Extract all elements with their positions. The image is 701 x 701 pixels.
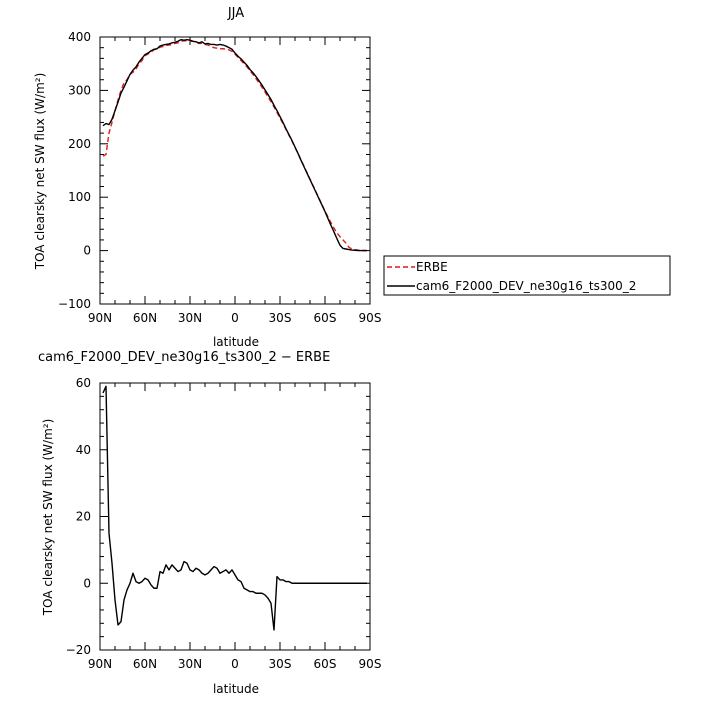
- y-tick-label: 100: [68, 190, 91, 204]
- bottom-chart-title: cam6_F2000_DEV_ne30g16_ts300_2 − ERBE: [38, 350, 330, 365]
- x-tick-label: 90N: [88, 311, 112, 325]
- x-tick-label: 90N: [88, 657, 112, 671]
- y-tick-label: 200: [68, 137, 91, 151]
- legend: ERBE cam6_F2000_DEV_ne30g16_ts300_2: [383, 255, 671, 296]
- bottom-y-axis-label: TOA clearsky net SW flux (W/m²): [41, 419, 55, 617]
- legend-box: [383, 255, 671, 296]
- top-chart-panel: JJA 90N 60N 30N 0 30S 60S 90S −100 0 100 200 300 40…: [33, 6, 381, 349]
- x-tick-label: 60N: [133, 311, 157, 325]
- y-tick-label: 40: [76, 443, 91, 457]
- x-tick-label: 0: [231, 657, 239, 671]
- top-x-tick-labels: 90N 60N 30N 0 30S 60S 90S: [88, 311, 382, 325]
- x-tick-label: 30S: [269, 311, 292, 325]
- top-series-lines: [102, 38, 368, 252]
- bottom-y-tick-labels: −20 0 20 40 60: [66, 376, 91, 657]
- bottom-axis-ticks: [99, 382, 371, 651]
- x-tick-label: 0: [231, 311, 239, 325]
- x-tick-label: 60N: [133, 657, 157, 671]
- top-series-line-1: [102, 38, 367, 252]
- y-tick-label: −20: [66, 643, 91, 657]
- legend-cam6-label: cam6_F2000_DEV_ne30g16_ts300_2: [416, 279, 636, 293]
- y-tick-label: −100: [58, 297, 91, 311]
- x-tick-label: 90S: [359, 311, 382, 325]
- x-tick-label: 90S: [359, 657, 382, 671]
- y-tick-label: 60: [76, 376, 91, 390]
- x-tick-label: 30N: [178, 657, 202, 671]
- bottom-x-axis-label: latitude: [213, 682, 259, 696]
- top-plot-frame: [99, 36, 371, 305]
- bottom-x-tick-labels: 90N 60N 30N 0 30S 60S 90S: [88, 657, 382, 671]
- bottom-chart-panel: cam6_F2000_DEV_ne30g16_ts300_2 − ERBE 90…: [38, 350, 381, 696]
- y-tick-label: 0: [83, 576, 91, 590]
- top-series-line-0: [102, 40, 368, 252]
- y-tick-label: 400: [68, 30, 91, 44]
- x-tick-label: 60S: [314, 657, 337, 671]
- top-y-axis-label: TOA clearsky net SW flux (W/m²): [33, 73, 47, 271]
- legend-erbe-label: ERBE: [416, 260, 448, 274]
- bottom-plot-frame: [99, 382, 371, 651]
- top-y-tick-labels: −100 0 100 200 300 400: [58, 30, 91, 311]
- x-tick-label: 30N: [178, 311, 202, 325]
- y-tick-label: 20: [76, 510, 91, 524]
- top-x-axis-label: latitude: [213, 335, 259, 349]
- y-tick-label: 0: [83, 244, 91, 258]
- y-tick-label: 300: [68, 83, 91, 97]
- x-tick-label: 30S: [269, 657, 292, 671]
- top-axis-ticks: [99, 36, 371, 305]
- x-tick-label: 60S: [314, 311, 337, 325]
- top-chart-title: JJA: [227, 6, 244, 21]
- bottom-series-lines: [102, 385, 367, 631]
- bottom-series-line-0: [102, 385, 367, 631]
